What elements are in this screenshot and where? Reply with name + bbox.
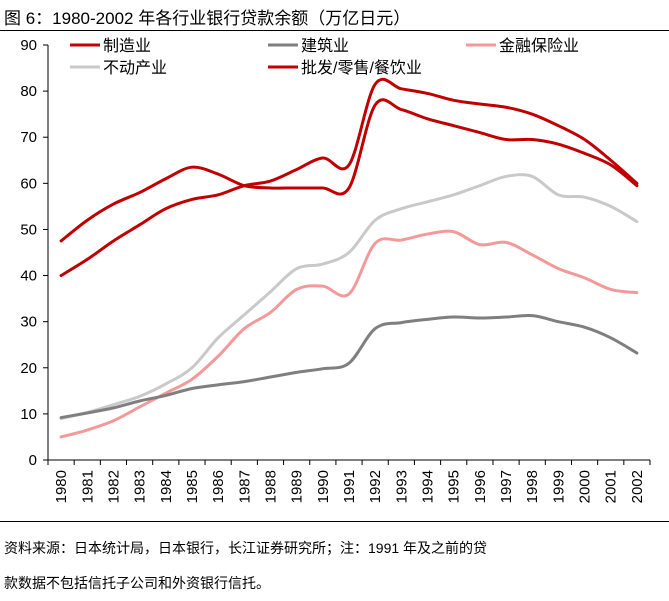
chart-axes: 0 10 20 30 40 50 60 70 80 90 1980 1981 1982 1983 1984 1… [20,37,651,503]
x-tick-label: 1998 [524,470,541,503]
legend-label: 建筑业 [301,37,349,55]
x-tick-label: 1996 [472,470,489,503]
y-tick-label: 30 [20,314,37,331]
footer-divider [0,521,669,522]
x-tick-label: 1997 [498,470,515,503]
x-tick-label: 1991 [341,470,358,503]
y-tick-label: 40 [20,268,37,285]
series-line [59,173,639,420]
title-divider [0,30,669,31]
chart-title: 图 6：1980-2002 年各行业银行贷款余额（万亿日元） [4,9,411,28]
x-tick-label: 1984 [158,470,175,503]
y-tick-label: 0 [29,452,37,469]
x-tick-label: 1987 [236,470,253,503]
x-tick-label: 1992 [367,470,384,503]
chart-series [59,77,639,439]
series-line [59,229,639,439]
series-line [59,98,639,243]
x-tick-label: 1981 [79,470,96,503]
y-tick-label: 20 [20,360,37,377]
x-tick-label: 1982 [105,470,122,503]
x-tick-label: 1989 [289,470,306,503]
series-line [59,313,639,420]
y-tick-label: 60 [20,175,37,192]
legend-label: 不动产业 [103,59,167,77]
series-line [59,77,639,278]
x-tick-label: 1995 [446,470,463,503]
y-tick-label: 80 [20,83,37,100]
x-tick-label: 1980 [53,470,70,503]
x-tick-label: 2000 [577,470,594,503]
x-tick-label: 2002 [629,470,646,503]
legend-label: 金融保险业 [499,37,579,55]
x-tick-label: 1994 [420,470,437,503]
source-note-2: 款数据不包括信托子公司和外资银行信托。 [4,575,270,591]
source-note: 资料来源：日本统计局，日本银行，长江证券研究所；注：1991 年及之前的贷 [4,540,488,556]
x-tick-label: 1985 [184,470,201,503]
y-tick-label: 10 [20,406,37,423]
x-tick-label: 1986 [210,470,227,503]
x-tick-label: 1999 [550,470,567,503]
x-tick-label: 1988 [262,470,279,503]
x-tick-label: 1990 [315,470,332,503]
x-tick-label: 1993 [393,470,410,503]
y-tick-label: 50 [20,221,37,238]
x-tick-label: 1983 [132,470,149,503]
legend-label: 批发/零售/餐饮业 [301,59,422,77]
y-tick-label: 90 [20,37,37,54]
legend-label: 制造业 [103,37,151,55]
y-tick-label: 70 [20,129,37,146]
x-tick-label: 2001 [603,470,620,503]
